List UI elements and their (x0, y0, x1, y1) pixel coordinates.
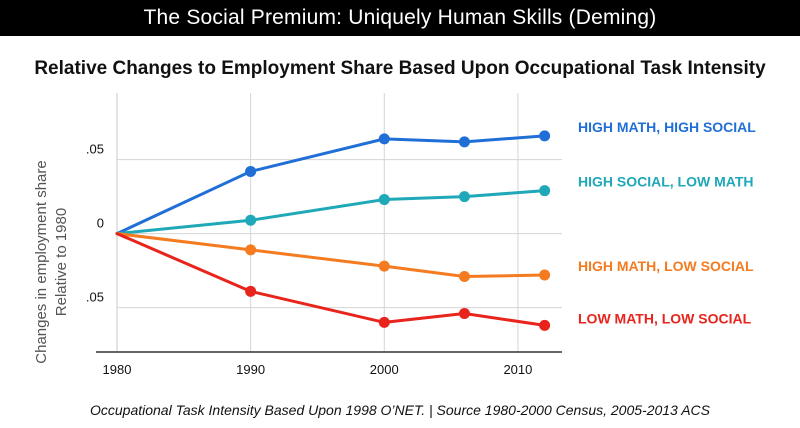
data-point (245, 285, 257, 297)
data-point (245, 214, 257, 226)
data-point (458, 271, 470, 283)
chart-title: Relative Changes to Employment Share Bas… (34, 58, 766, 79)
data-point (458, 136, 470, 148)
series-line (115, 189, 547, 236)
data-point (458, 191, 470, 203)
y-tick-label: .05 (86, 142, 104, 157)
data-point (245, 244, 257, 256)
data-point (539, 185, 551, 197)
data-point (378, 194, 390, 206)
data-point (378, 316, 390, 328)
series-line (115, 134, 547, 236)
ticks-layer: 1980 1990 2000 2010 .05 0 .05 (86, 142, 532, 377)
data-point (245, 165, 257, 177)
data-point (458, 308, 470, 320)
grid-layer (116, 93, 562, 352)
series-label: HIGH MATH, HIGH SOCIAL (578, 119, 756, 135)
data-point (378, 260, 390, 272)
y-tick-label: .05 (86, 290, 104, 305)
x-tick-label: 1990 (236, 362, 265, 377)
data-point (539, 319, 551, 331)
series-line (115, 232, 547, 327)
header-bar: The Social Premium: Uniquely Human Skill… (0, 0, 800, 36)
data-point (378, 133, 390, 145)
series-labels-layer: HIGH MATH, HIGH SOCIAL HIGH SOCIAL, LOW M… (578, 119, 756, 326)
series-label: HIGH SOCIAL, LOW MATH (578, 174, 754, 190)
source-note: Occupational Task Intensity Based Upon 1… (89, 402, 711, 418)
header-title: The Social Premium: Uniquely Human Skill… (143, 6, 657, 29)
series-label: HIGH MATH, LOW SOCIAL (578, 258, 754, 274)
series-label: LOW MATH, LOW SOCIAL (578, 310, 752, 326)
data-point (539, 130, 551, 142)
x-tick-label: 2000 (370, 362, 399, 377)
x-tick-label: 1980 (103, 362, 132, 377)
y-tick-label: 0 (97, 216, 104, 231)
series-line (115, 232, 547, 279)
x-tick-label: 2010 (503, 362, 532, 377)
series-layer (115, 130, 551, 331)
data-point (539, 269, 551, 281)
